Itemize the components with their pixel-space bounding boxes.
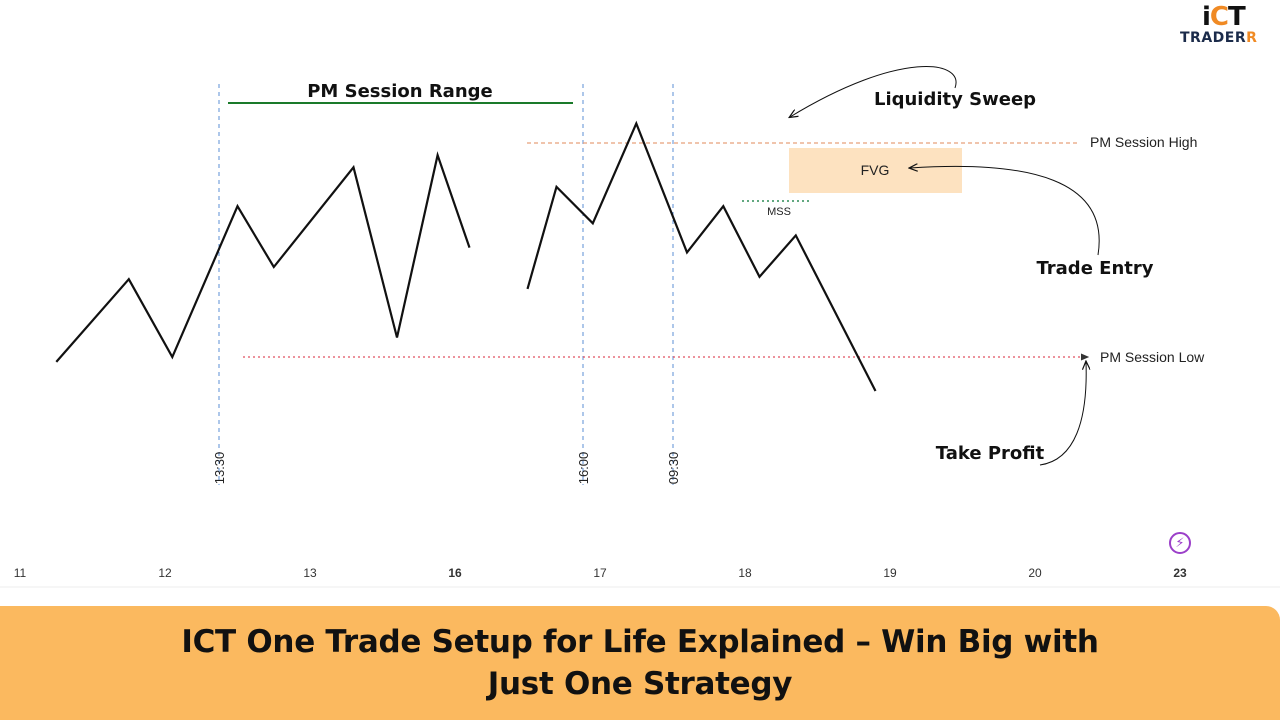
x-tick-label: 20 — [1028, 566, 1042, 580]
logo-mark-t: T — [1228, 2, 1246, 32]
trade-entry-arrow — [910, 166, 1100, 256]
logo-text-main: TRADER — [1180, 30, 1247, 46]
x-tick-label: 23 — [1173, 566, 1187, 580]
x-tick-label: 17 — [593, 566, 607, 580]
time-marker-label-1330: 13:30 — [212, 452, 227, 485]
logo-mark: iCT — [1202, 2, 1246, 32]
chart: FVG PM Session Range 13:30 16:00 09:30 P… — [0, 66, 1280, 588]
title-banner: ICT One Trade Setup for Life Explained –… — [0, 606, 1280, 720]
x-tick-label: 18 — [738, 566, 752, 580]
x-tick-label: 19 — [883, 566, 897, 580]
pm-session-high-label: PM Session High — [1090, 134, 1197, 150]
x-tick-label: 12 — [158, 566, 172, 580]
x-tick-label: 11 — [14, 566, 27, 580]
pm-session-range-label: PM Session Range — [307, 81, 493, 102]
lightning-bolt-icon[interactable]: ⚡ — [1169, 532, 1191, 554]
logo-text-accent: R — [1246, 30, 1258, 46]
pm-session-low-label: PM Session Low — [1100, 349, 1205, 365]
logo-mark-c: C — [1209, 2, 1229, 32]
fvg-box — [789, 148, 962, 193]
liquidity-sweep-label: Liquidity Sweep — [874, 89, 1036, 110]
time-marker-label-0930: 09:30 — [666, 452, 681, 485]
time-marker-label-1600: 16:00 — [576, 452, 591, 485]
x-tick-label: 13 — [303, 566, 317, 580]
price-series-line-1 — [55, 151, 471, 363]
x-tick-label: 16 — [448, 566, 462, 580]
take-profit-label: Take Profit — [936, 443, 1045, 464]
logo-text: TRADERR — [1180, 30, 1257, 46]
price-series-line-2 — [526, 120, 877, 392]
trade-entry-label: Trade Entry — [1036, 258, 1153, 279]
fvg-label: FVG — [861, 162, 890, 178]
logo-mark-i: i — [1202, 2, 1211, 32]
logo: iCT TRADERR — [1180, 2, 1272, 46]
liquidity-sweep-arrow — [790, 66, 957, 117]
take-profit-arrow — [1039, 362, 1086, 466]
banner-title-line-1: ICT One Trade Setup for Life Explained –… — [181, 624, 1099, 660]
banner-title-line-2: Just One Strategy — [487, 666, 793, 702]
mss-label: MSS — [767, 206, 791, 218]
